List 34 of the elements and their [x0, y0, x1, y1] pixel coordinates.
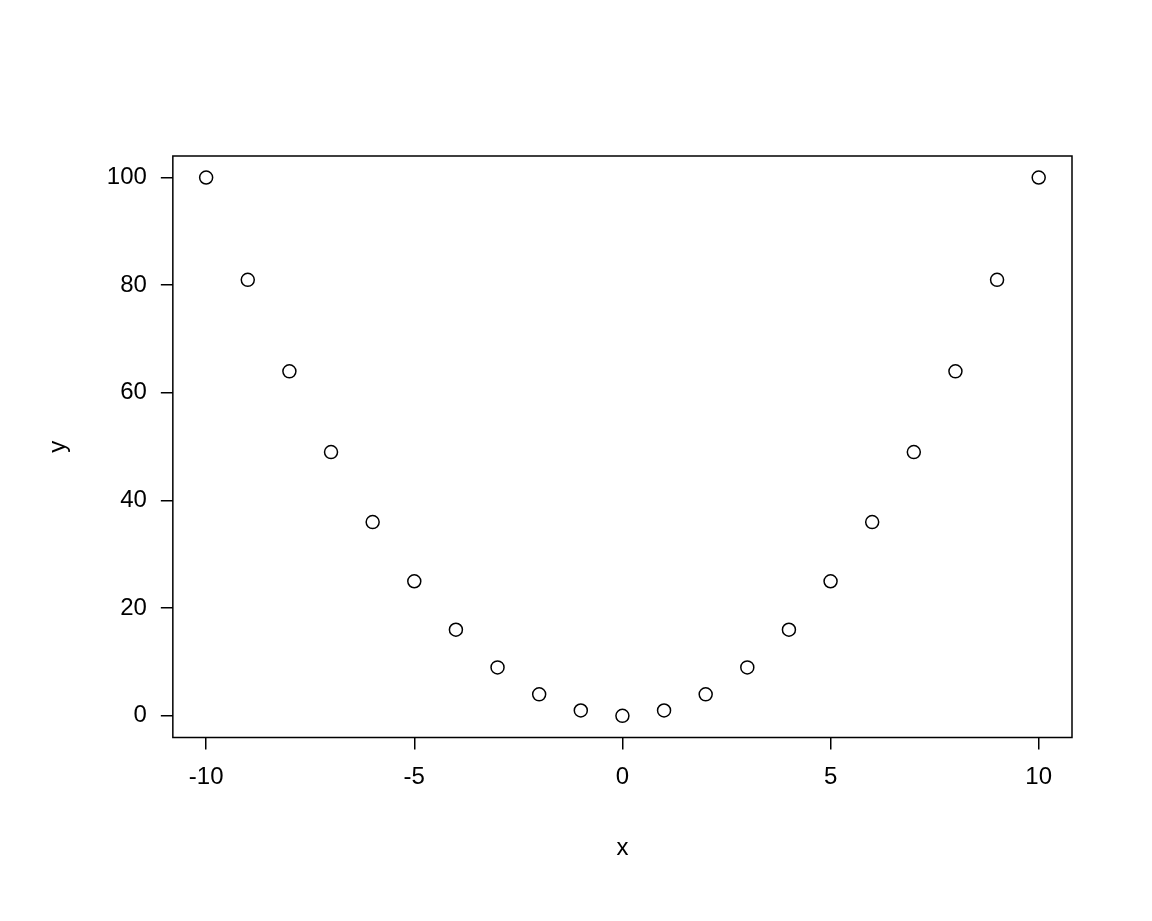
point: [948, 364, 963, 379]
x-tick-label: 5: [823, 762, 838, 790]
point: [407, 574, 422, 589]
x-tick-label: -5: [403, 762, 425, 790]
point: [365, 514, 380, 530]
point: [740, 660, 755, 675]
x-tick-label: -10: [188, 762, 224, 790]
point: [240, 272, 256, 288]
point: [1031, 170, 1046, 185]
y-tick-label: 100: [106, 162, 147, 190]
x-tick-label: 10: [1025, 762, 1053, 790]
x-tick-label: 0: [615, 762, 630, 790]
point: [615, 708, 630, 724]
point: [448, 622, 464, 637]
y-axis-title: y: [43, 440, 71, 453]
point: [323, 444, 339, 460]
point: [864, 514, 880, 530]
point: [573, 703, 589, 718]
point: [781, 622, 797, 637]
point: [656, 703, 672, 718]
point: [989, 272, 1005, 288]
y-tick-label: 40: [120, 485, 147, 513]
y-tick-label: 60: [120, 377, 147, 405]
point: [906, 444, 922, 460]
point: [490, 660, 505, 675]
y-tick-label: 80: [120, 269, 147, 297]
y-tick-label: 0: [133, 700, 147, 728]
point: [531, 687, 547, 702]
point: [282, 364, 297, 379]
y-tick-label: 20: [120, 592, 147, 620]
point: [698, 687, 713, 702]
point: [823, 574, 838, 589]
x-axis-title: x: [616, 833, 629, 861]
point: [198, 170, 214, 185]
